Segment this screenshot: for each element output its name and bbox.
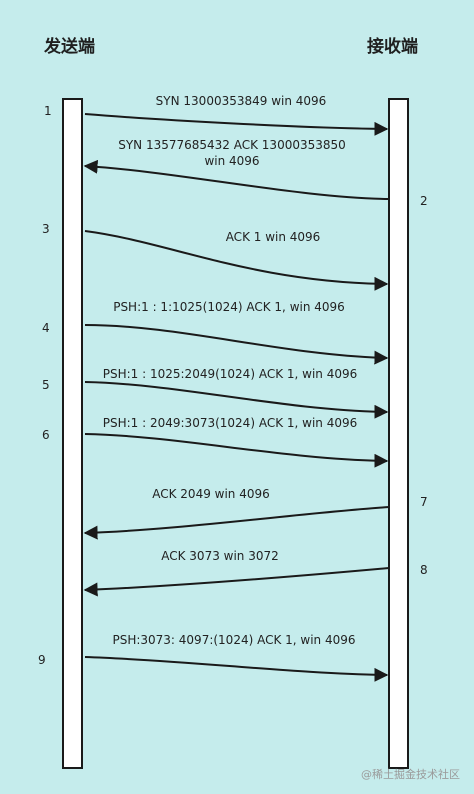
message-label: ACK 1 win 4096 [226,230,321,244]
arrow-left [83,567,390,597]
message-8: 8 ACK 3073 win 3072 [83,549,428,597]
message-label: ACK 3073 win 3072 [161,549,279,563]
message-9: 9 PSH:3073: 4097:(1024) ACK 1, win 4096 [38,633,389,682]
sender-title: 发送端 [43,36,95,57]
message-label: win 4096 [204,154,259,168]
message-label: SYN 13577685432 ACK 13000353850 [118,138,346,152]
arrow-right [84,113,389,136]
step-number: 5 [42,378,50,392]
arrow-right [84,230,389,291]
receiver-lifeline [388,98,409,769]
message-label: PSH:1 : 2049:3073(1024) ACK 1, win 4096 [103,416,358,430]
step-number: 7 [420,495,428,509]
arrow-right [84,433,389,468]
step-number: 6 [42,428,50,442]
arrow-right [84,656,389,682]
message-5: 5 PSH:1 : 1025:2049(1024) ACK 1, win 409… [42,367,389,419]
message-label: SYN 13000353849 win 4096 [156,94,327,108]
watermark: @稀土掘金技术社区 [361,767,460,781]
step-number: 2 [420,194,428,208]
message-label: PSH:1 : 1:1025(1024) ACK 1, win 4096 [113,300,345,314]
step-number: 9 [38,653,46,667]
step-number: 3 [42,222,50,236]
message-7: 7 ACK 2049 win 4096 [83,487,428,540]
message-4: 4 PSH:1 : 1:1025(1024) ACK 1, win 4096 [42,300,389,365]
message-3: 3 ACK 1 win 4096 [42,222,389,291]
message-6: 6 PSH:1 : 2049:3073(1024) ACK 1, win 409… [42,416,389,468]
step-number: 8 [420,563,428,577]
message-label: PSH:1 : 1025:2049(1024) ACK 1, win 4096 [103,367,358,381]
message-2: 2 SYN 13577685432 ACK 13000353850 win 40… [83,138,428,208]
message-label: PSH:3073: 4097:(1024) ACK 1, win 4096 [112,633,355,647]
message-label: ACK 2049 win 4096 [152,487,270,501]
arrow-left [83,159,390,200]
arrow-right [84,381,389,419]
sender-lifeline [62,98,83,769]
arrow-right [84,324,389,365]
step-number: 4 [42,321,50,335]
arrow-left [83,506,390,540]
step-number: 1 [44,104,52,118]
receiver-title: 接收端 [367,36,418,57]
message-1: 1 SYN 13000353849 win 4096 [44,94,389,136]
